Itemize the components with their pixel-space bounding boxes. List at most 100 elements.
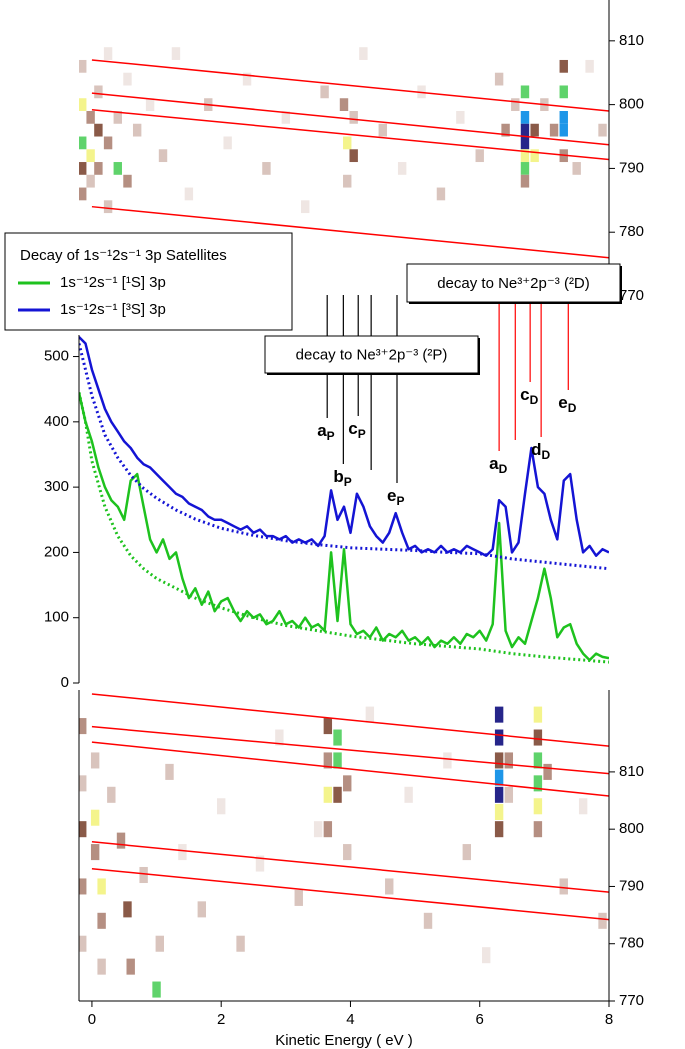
legend-box — [4, 232, 293, 331]
heatmap-cell — [79, 98, 87, 111]
heatmap-cell — [533, 821, 543, 838]
heatmap-cell — [262, 162, 271, 175]
annotation-text: decay to Ne³⁺2p⁻³ (²P) — [296, 346, 448, 363]
heatmap-cell — [197, 901, 207, 918]
heatmap-cell — [339, 98, 349, 111]
heatmap-cell — [94, 123, 103, 137]
heatmap-cell — [365, 706, 375, 723]
heatmap-cell — [320, 85, 329, 99]
heatmap-cell — [323, 718, 333, 735]
peak-label: aP — [317, 421, 334, 443]
heatmap-cell — [145, 98, 155, 111]
y-tick-label: 400 — [44, 413, 69, 430]
heatmap-cell — [90, 752, 100, 769]
heatmap-cell — [598, 123, 607, 137]
heatmap-cell — [301, 200, 310, 214]
heatmap-cell — [456, 111, 465, 124]
heatmap-cell — [313, 821, 323, 838]
fit-line — [91, 867, 609, 921]
fit-line — [91, 92, 609, 146]
y-tick-label: 780 — [619, 223, 644, 240]
heatmap-cell — [79, 187, 87, 201]
heatmap-cell — [139, 866, 148, 884]
series-line — [79, 336, 609, 557]
heatmap-cell — [533, 729, 543, 746]
heatmap-cell — [559, 59, 568, 73]
heatmap-cell — [97, 958, 106, 975]
heatmap-cell — [559, 111, 568, 124]
peak-letter: b — [333, 467, 343, 486]
heatmap-cell — [223, 136, 232, 150]
peak-letter: a — [317, 421, 327, 440]
heatmap-cell — [462, 844, 472, 861]
x-tick-label: 2 — [217, 1011, 225, 1028]
fit-line — [91, 59, 609, 112]
peak-subscript: P — [327, 429, 335, 443]
heatmap-cell — [494, 706, 504, 723]
heatmap-cell — [126, 958, 135, 975]
peak-subscript: P — [358, 427, 366, 441]
heatmap-cell — [494, 786, 504, 803]
peak-subscript: D — [542, 448, 551, 462]
heatmap-cell — [530, 149, 539, 163]
heatmap-cell — [255, 855, 265, 872]
peak-subscript: D — [499, 462, 508, 476]
heatmap-cell — [494, 72, 504, 86]
heatmap-cell — [94, 162, 103, 175]
peak-subscript: D — [568, 401, 577, 415]
y-tick-label: 800 — [619, 96, 644, 113]
heatmap-cell — [165, 763, 174, 780]
peak-letter: d — [531, 440, 541, 459]
heatmap-cell — [343, 844, 352, 861]
heatmap-cell — [97, 912, 106, 929]
heatmap-cell — [572, 162, 581, 175]
heatmap-cell — [158, 149, 168, 163]
heatmap-cell — [404, 786, 413, 803]
peak-subscript: D — [530, 393, 539, 407]
heatmap-cell — [598, 912, 607, 929]
heatmap-cell — [294, 889, 303, 906]
heatmap-cell — [333, 752, 342, 769]
peak-label: dD — [531, 440, 550, 462]
heatmap-cell — [184, 187, 194, 201]
y-tick-label: 810 — [619, 763, 644, 780]
y-tick-label: 100 — [44, 609, 69, 626]
heatmap — [79, 693, 609, 998]
heatmap-cell — [79, 878, 87, 895]
x-tick-label: 6 — [476, 1011, 484, 1028]
heatmap-cell — [585, 59, 594, 73]
y-tick-label: 810 — [619, 32, 644, 49]
y-tick-label: 500 — [44, 348, 69, 365]
heatmap-cell — [494, 769, 504, 786]
heatmap-cell — [86, 149, 95, 163]
heatmap-cell — [86, 111, 95, 124]
heatmap-cell — [103, 200, 113, 214]
heatmap-cell — [520, 136, 530, 150]
peak-letter: c — [520, 385, 529, 404]
annotation-box — [406, 263, 621, 303]
heatmap-cell — [481, 947, 491, 964]
heatmap-cell — [216, 798, 226, 815]
heatmap-cell — [436, 187, 446, 201]
heatmap-cell — [494, 752, 504, 769]
heatmap-cell — [79, 59, 87, 73]
heatmap-cell — [152, 981, 161, 998]
plot-lines — [79, 336, 609, 664]
x-tick-label: 0 — [88, 1011, 96, 1028]
series-line — [79, 392, 609, 662]
heatmap-cell — [123, 901, 132, 918]
heatmap-cell — [520, 149, 530, 163]
heatmap-cell — [494, 803, 504, 821]
fit-line — [91, 205, 609, 259]
heatmap-cell — [397, 162, 407, 175]
heatmap-cell — [323, 821, 333, 838]
heatmap-cell — [378, 123, 387, 137]
heatmap-cell — [333, 729, 342, 746]
heatmap-cell — [423, 912, 433, 929]
heatmap-cell — [79, 136, 87, 150]
heatmap-cell — [501, 123, 510, 137]
heatmap-cell — [79, 718, 87, 735]
heatmap-cell — [559, 123, 568, 137]
y-tick-label: 300 — [44, 478, 69, 495]
